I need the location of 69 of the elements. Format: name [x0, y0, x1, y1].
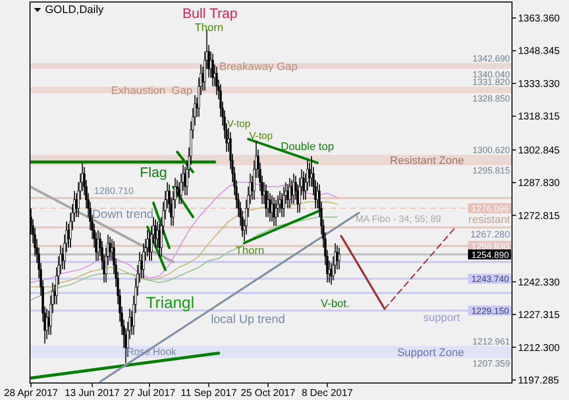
candlestick — [278, 190, 282, 214]
candlestick — [288, 177, 291, 209]
annotation: 1212.961 — [472, 336, 510, 346]
annotation: V-top — [249, 131, 274, 142]
x-tick-label: 27 Jul 2017 — [124, 388, 176, 399]
candlestick — [292, 173, 295, 205]
candlestick — [264, 184, 268, 218]
annotation: 1300.620 — [472, 145, 510, 156]
candlestick — [146, 230, 149, 257]
annotation: MA Fibo - 34; 55; 89 — [355, 214, 442, 225]
annotation: 1328.850 — [472, 94, 510, 104]
annotation: Down trend — [92, 207, 154, 221]
x-tick-label: 8 Dec 2017 — [302, 388, 354, 399]
ref-line-label: 1258.830 — [471, 241, 509, 252]
candlestick — [272, 197, 276, 226]
annotation: Thorn — [235, 245, 264, 257]
candlestick — [142, 242, 145, 279]
y-tick-label: 1227.315 — [518, 310, 560, 322]
candlestick — [108, 236, 112, 262]
candlestick — [154, 218, 157, 248]
annotation: resistant — [468, 214, 510, 226]
annotation: Thorn — [194, 22, 224, 34]
candlestick — [274, 199, 278, 226]
annotation: 1331.820 — [472, 77, 510, 88]
ref-line-label: 1229.150 — [471, 306, 509, 316]
annotation: 1342.690 — [472, 54, 510, 64]
annotation: 1340.040 — [472, 69, 510, 80]
band-label: Resistant Zone — [390, 154, 464, 167]
x-tick-label: 11 Sep 2017 — [180, 388, 238, 399]
x-tick-label: 25 Oct 2017 — [240, 388, 296, 399]
y-tick-label: 1318.315 — [518, 112, 560, 123]
candlestick — [46, 308, 48, 340]
annotation: 1207.359 — [472, 358, 510, 369]
y-tick-label: 1302.845 — [518, 145, 560, 156]
band-label: Exhaustion Gap — [111, 84, 192, 97]
ref-line-label: 1280.710 — [94, 186, 134, 198]
y-tick-label: 1197.285 — [518, 375, 560, 386]
ref-line-label: 1276.096 — [471, 204, 509, 214]
ref-line-label: 1254.890 — [471, 250, 509, 260]
annotation: local Up trend — [210, 312, 286, 326]
annotation: Triangl — [146, 295, 194, 312]
candlestick — [216, 66, 218, 96]
x-tick-label: 13 Jun 2017 — [64, 388, 120, 399]
y-tick-label: 1348.345 — [518, 46, 560, 58]
y-tick-label: 1272.815 — [518, 210, 560, 222]
chart-title: GOLD,Daily — [45, 4, 104, 16]
candlestick — [97, 230, 100, 262]
y-tick-label: 1287.830 — [518, 178, 560, 190]
band-label: Breakaway Gap — [219, 60, 298, 73]
ref-line-label: 1267.280 — [470, 229, 510, 240]
y-tick-label: 1242.330 — [518, 277, 560, 288]
ref-line-label: 1243.740 — [471, 274, 509, 284]
candlestick — [336, 244, 338, 270]
candlestick — [282, 186, 285, 218]
band-label: Support Zone — [397, 346, 464, 359]
annotation: Bull Trap — [182, 5, 238, 21]
y-tick-label: 1212.300 — [518, 342, 560, 354]
y-tick-label: 1333.330 — [518, 78, 560, 90]
annotation: support — [423, 312, 460, 324]
candlestick — [212, 53, 214, 87]
annotation: 1295.815 — [472, 166, 510, 176]
annotation: V-top — [227, 119, 251, 130]
x-tick-label: 28 Apr 2017 — [4, 388, 58, 399]
candlestick — [338, 247, 340, 270]
y-tick-label: 1363.360 — [518, 14, 560, 24]
candlestick — [302, 170, 305, 200]
annotation: V-bot. — [320, 298, 350, 310]
annotation: Double top — [280, 141, 334, 153]
annotation: Flag — [140, 164, 168, 180]
